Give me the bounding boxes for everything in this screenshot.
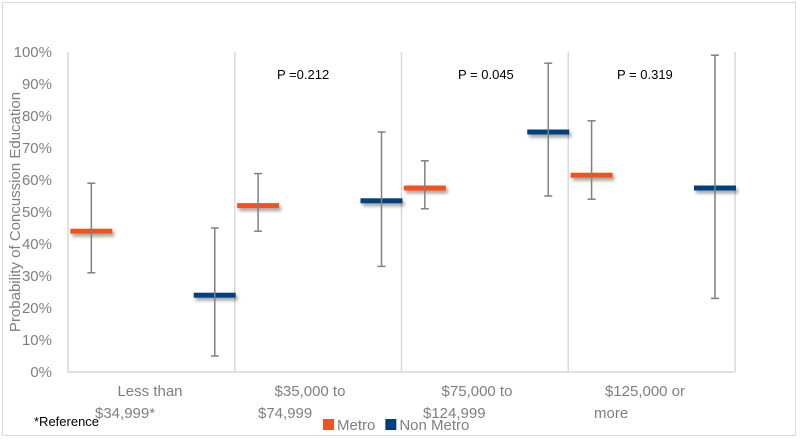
p-value-annotation: P = 0.319 bbox=[617, 67, 673, 82]
legend-label: Metro bbox=[337, 417, 375, 434]
x-tick-label: $35,000 to bbox=[275, 383, 346, 400]
legend-swatch bbox=[323, 419, 334, 430]
y-tick-label: 10% bbox=[22, 332, 52, 349]
data-point-non-metro bbox=[193, 227, 236, 357]
data-point-metro bbox=[70, 182, 113, 274]
x-tick-label: $125,000 or bbox=[605, 383, 685, 400]
data-point-non-metro bbox=[693, 54, 736, 300]
y-tick-label: 100% bbox=[14, 44, 52, 61]
p-value-annotations: P =0.212 P = 0.045 P = 0.319 bbox=[277, 67, 673, 82]
data-point-non-metro bbox=[360, 131, 403, 268]
category-separators bbox=[234, 52, 736, 372]
x-tick-label: $74,999 bbox=[258, 405, 312, 422]
legend: Metro Non Metro bbox=[323, 417, 469, 434]
data-point-metro bbox=[403, 160, 446, 210]
chart-frame bbox=[2, 2, 796, 436]
data-point-metro bbox=[570, 120, 613, 200]
y-tick-label: 70% bbox=[22, 140, 52, 157]
x-tick-label: Less than bbox=[117, 383, 182, 400]
p-value-annotation: P = 0.045 bbox=[458, 67, 514, 82]
data-point-metro bbox=[237, 172, 280, 232]
y-tick-label: 90% bbox=[22, 76, 52, 93]
x-tick-label: more bbox=[594, 405, 628, 422]
y-axis-label: Probability of Concussion Education bbox=[7, 92, 24, 332]
y-tick-label: 60% bbox=[22, 172, 52, 189]
x-tick-labels: Less than $34,999* $35,000 to $74,999 $75,00… bbox=[95, 383, 685, 422]
x-tick-label: $75,000 to bbox=[442, 383, 513, 400]
legend-item-metro: Metro bbox=[323, 417, 375, 434]
y-tick-label: 50% bbox=[22, 204, 52, 221]
p-value-annotation: P =0.212 bbox=[277, 67, 329, 82]
y-tick-label: 0% bbox=[30, 364, 52, 381]
x-tick-label: $124,999 bbox=[423, 405, 486, 422]
legend-swatch bbox=[385, 419, 397, 430]
footnote-reference: *Reference bbox=[34, 414, 99, 429]
y-tick-label: 30% bbox=[22, 268, 52, 285]
data-point-non-metro bbox=[527, 62, 570, 197]
y-tick-label: 20% bbox=[22, 300, 52, 317]
legend-item-non-metro: Non Metro bbox=[385, 417, 469, 434]
y-tick-label: 40% bbox=[22, 236, 52, 253]
data-marks bbox=[70, 54, 736, 357]
x-tick-label: $34,999* bbox=[95, 405, 155, 422]
legend-label: Non Metro bbox=[399, 417, 469, 434]
y-tick-labels: 0% 10% 20% 30% 40% 50% 60% 70% 80% 90% 100% bbox=[14, 44, 52, 381]
y-tick-label: 80% bbox=[22, 108, 52, 125]
